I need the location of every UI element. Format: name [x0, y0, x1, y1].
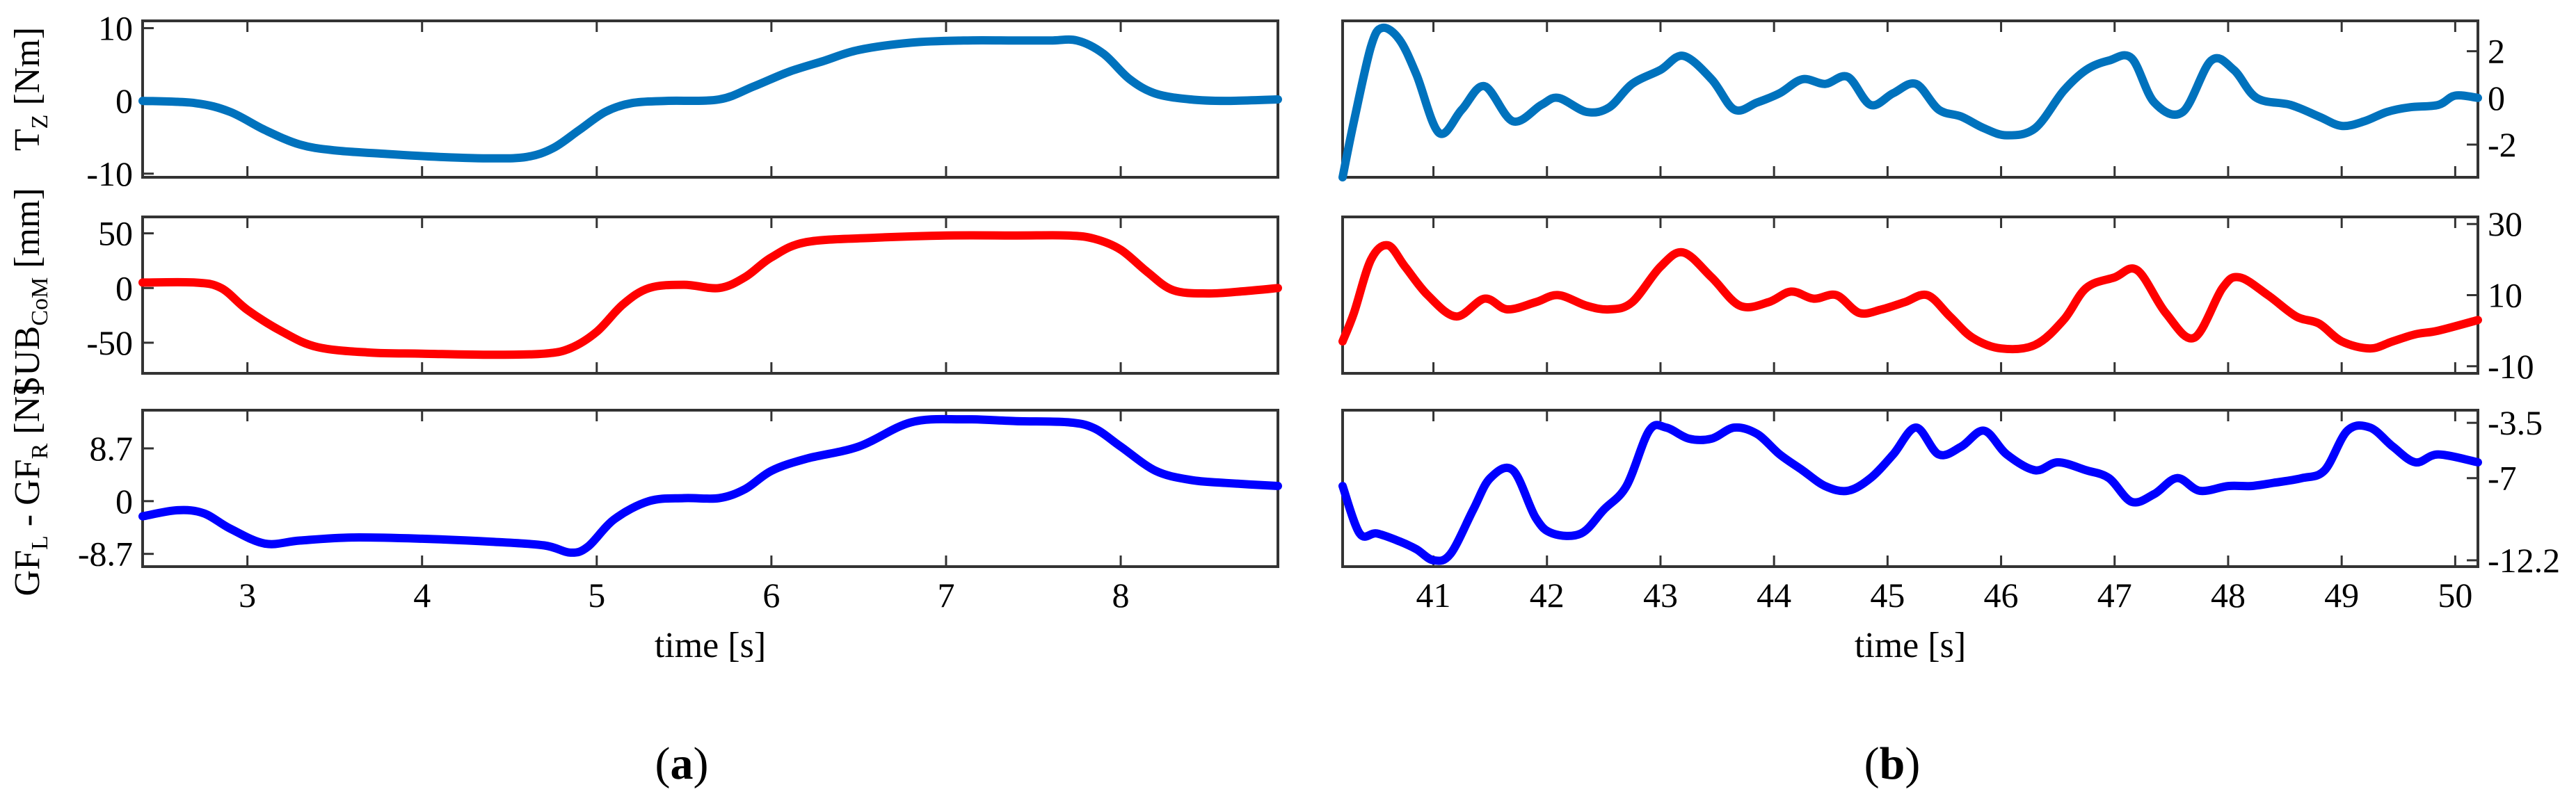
x-tick-label: 41	[1416, 576, 1451, 615]
series-line-sub	[138, 231, 1282, 359]
series-line-tz	[1338, 23, 2482, 181]
series-line-gf	[138, 414, 1282, 557]
y-tick-label: 0	[115, 482, 133, 521]
x-tick-label: 8	[1112, 576, 1130, 615]
subplot-b-gf: 41 42 43 44 45 46 47 48 49 50 -12.2 -7 -3.5 time [s]	[1338, 403, 2560, 665]
subplot-a-sub: -50 0 50	[86, 214, 1282, 375]
y-tick-label: -7	[2488, 459, 2517, 498]
y-tick-label: -3.5	[2488, 403, 2543, 442]
y-tick-label: 2	[2488, 32, 2505, 71]
y-tick-label: 30	[2488, 204, 2522, 243]
x-tick-label: 6	[762, 576, 780, 615]
x-tick-label: 46	[1984, 576, 2019, 615]
y-tick-label: -8.7	[78, 535, 133, 574]
panel-label-a: (a)	[655, 738, 709, 789]
x-tick-label: 45	[1870, 576, 1905, 615]
y-tick-label: 50	[98, 214, 133, 253]
x-tick-label: 48	[2211, 576, 2246, 615]
y-tick-label: -2	[2488, 125, 2517, 164]
x-tick-label: 49	[2324, 576, 2359, 615]
x-tick-label: 4	[413, 576, 431, 615]
x-tick-label: 3	[239, 576, 256, 615]
series-line-gf	[1338, 421, 2482, 565]
ylabel-gf: GFL - GFR [N]	[8, 384, 53, 597]
y-tick-label: 0	[2488, 79, 2505, 117]
y-tick-label: 10	[98, 8, 133, 47]
y-tick-label: 10	[2488, 276, 2522, 315]
y-tick-label: -10	[86, 154, 133, 193]
x-tick-label: 42	[1530, 576, 1565, 615]
axes-frame	[141, 216, 1279, 375]
x-axis-label: time [s]	[655, 626, 766, 665]
y-tick-label: 0	[115, 268, 133, 307]
series-line-sub	[1338, 241, 2482, 354]
subplot-a-tz: -10 0 10	[86, 8, 1282, 193]
y-tick-label: -12.2	[2488, 541, 2560, 580]
x-tick-label: 44	[1757, 576, 1791, 615]
x-axis-label: time [s]	[1855, 626, 1966, 665]
subplot-a-gf: 3 4 5 6 7 8 -8.7 0 8.7 time [s]	[78, 409, 1282, 665]
ylabel-sub: SUBCoM [mm]	[8, 188, 53, 396]
y-tick-label: -50	[86, 323, 133, 362]
ylabel-tz: TZ [Nm]	[8, 27, 53, 151]
x-tick-label: 50	[2438, 576, 2472, 615]
panel-label-b: (b)	[1864, 738, 1921, 789]
x-tick-label: 7	[937, 576, 954, 615]
subplot-b-sub: -10 10 30	[1338, 204, 2534, 386]
y-tick-label: 0	[115, 81, 133, 120]
x-tick-label: 5	[588, 576, 605, 615]
y-tick-label: 8.7	[90, 429, 134, 468]
series-line-tz	[138, 35, 1282, 163]
subplot-b-tz: -2 0 2	[1338, 19, 2517, 181]
axes-frame	[1341, 19, 2479, 179]
x-tick-label: 47	[2097, 576, 2132, 615]
y-tick-label: -10	[2488, 347, 2534, 386]
x-tick-label: 43	[1643, 576, 1678, 615]
